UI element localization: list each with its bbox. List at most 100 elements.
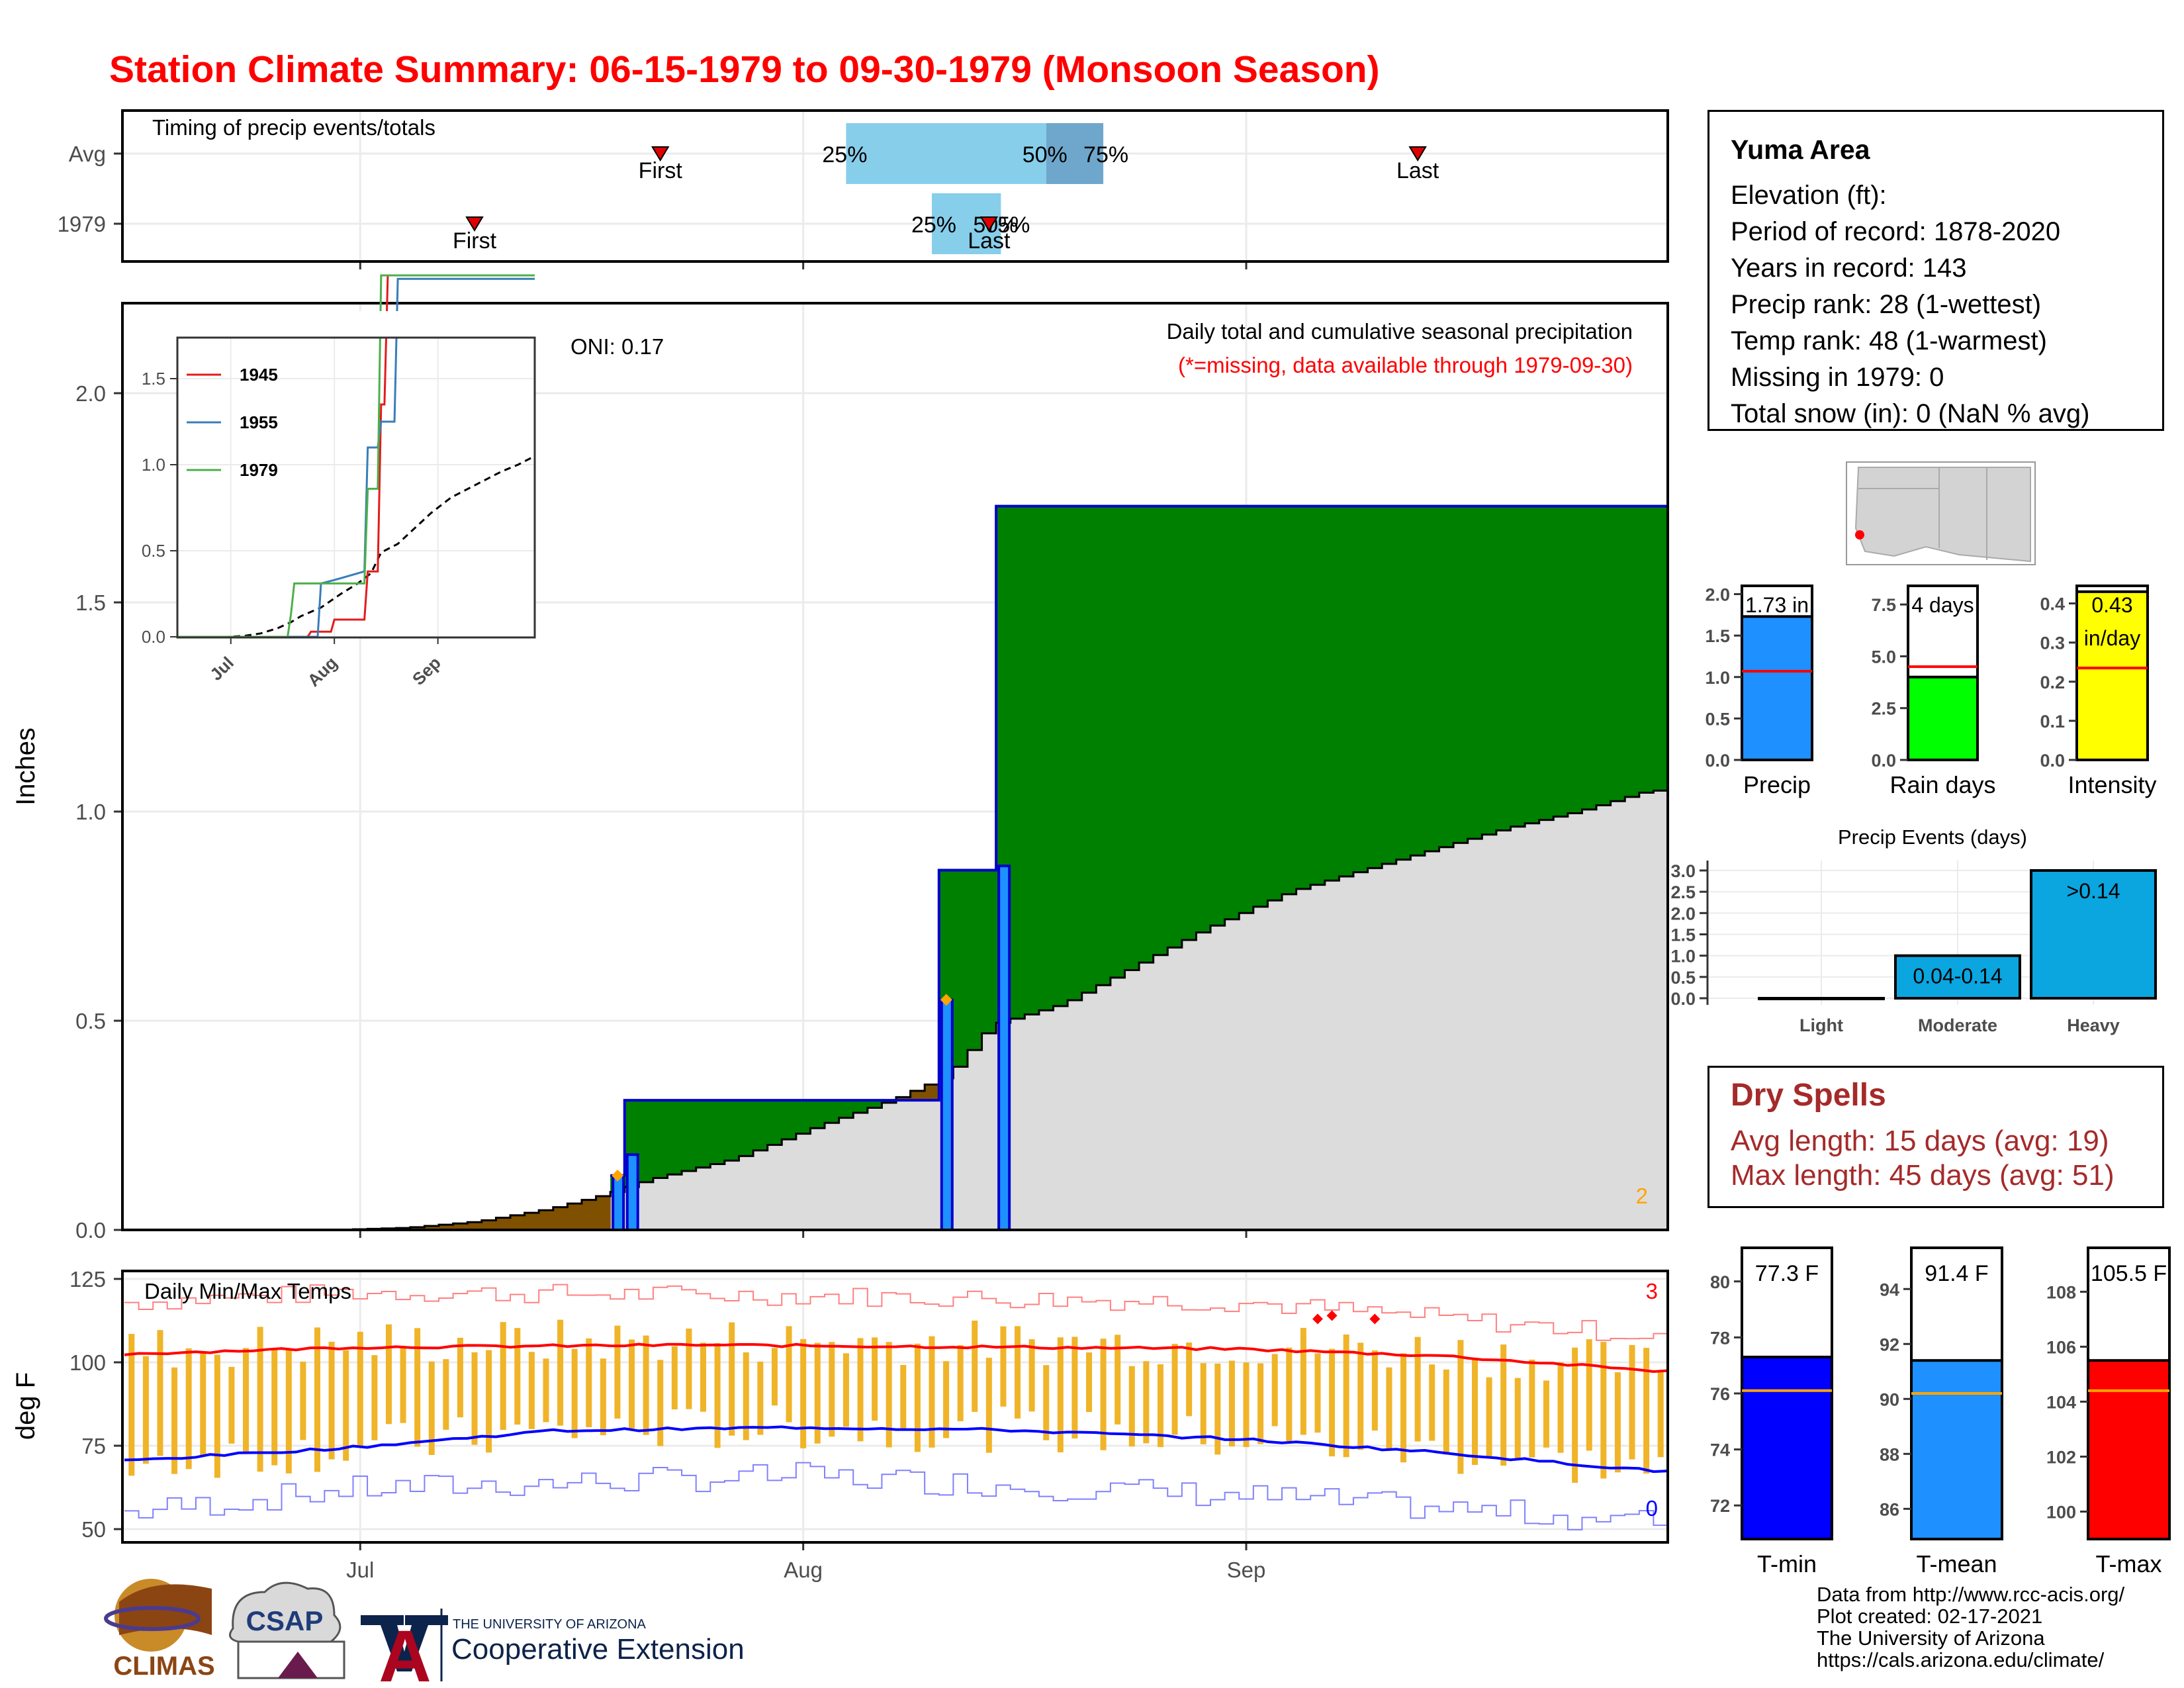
above-avg-area [1410, 506, 1426, 856]
temp-bar-fill [1741, 1356, 1833, 1540]
ua-logo-letter: A [379, 1616, 431, 1688]
daily-temp-bar [1386, 1367, 1392, 1449]
precip-event-tick: 2.0 [1670, 904, 1696, 923]
summary-tick-label: 0.2 [2040, 673, 2065, 692]
daily-temp-bar [400, 1348, 406, 1423]
above-avg-area [767, 1100, 782, 1145]
above-avg-area [1324, 506, 1340, 881]
csap-logo-box [237, 1640, 345, 1679]
daily-temp-bar [771, 1348, 778, 1406]
daily-temp-bar [842, 1353, 849, 1427]
summary-tick-label: 0.0 [1705, 751, 1730, 771]
above-avg-area [1610, 506, 1625, 802]
daily-temp-bar [943, 1361, 950, 1438]
below-avg-area [481, 1220, 497, 1230]
temp-y-tick: 75 [81, 1434, 106, 1458]
summary-tick-label: 0.3 [2040, 633, 2065, 653]
temp-bar-tick: 108 [2046, 1282, 2076, 1302]
above-avg-area [1625, 506, 1640, 797]
dry-spells-avg: Avg length: 15 days (avg: 19) [1731, 1125, 2109, 1157]
above-avg-area [967, 870, 983, 1051]
above-avg-area [1068, 506, 1083, 1001]
precip-event-bar-label: 0.04-0.14 [1913, 964, 2002, 988]
dry-spells-title: Dry Spells [1731, 1078, 1886, 1113]
daily-temp-bar [1000, 1326, 1007, 1407]
precip-event-tick: 0.5 [1670, 968, 1696, 988]
daily-temp-bar [557, 1319, 564, 1426]
above-avg-area [981, 870, 997, 1033]
summary-bar-label: Rain days [1889, 771, 1995, 798]
daily-precip-bar [612, 1174, 625, 1231]
daily-temp-bar [900, 1365, 907, 1429]
y-tick-label: 2.0 [75, 381, 106, 406]
above-avg-area [696, 1100, 711, 1168]
temp-bar-tick: 88 [1880, 1444, 1899, 1464]
daily-temp-bar [1143, 1361, 1150, 1444]
daily-temp-bar [228, 1366, 235, 1444]
below-avg-area [424, 1225, 439, 1230]
temp-bar-tick: 104 [2046, 1392, 2076, 1412]
summary-tick-label: 5.0 [1871, 647, 1896, 667]
precip-panel-label: Daily total and cumulative seasonal prec… [1167, 319, 1633, 344]
daily-temp-bar [1157, 1364, 1163, 1448]
ua-logo-back [361, 1615, 448, 1671]
daily-temp-bar [1271, 1354, 1278, 1427]
summary-tick-label: 1.5 [1705, 626, 1730, 646]
dry-spells-max: Max length: 45 days (avg: 51) [1731, 1159, 2115, 1192]
above-avg-area [1353, 506, 1369, 872]
x-tick-label: Jul [346, 1558, 374, 1582]
avg-first-marker [651, 146, 670, 162]
daily-precip-bar [625, 1153, 639, 1231]
last-label: Last [1396, 158, 1439, 183]
above-avg-area [682, 1100, 697, 1171]
daily-temp-bar [786, 1326, 792, 1423]
above-avg-area [1482, 506, 1497, 835]
timing-panel-border [121, 109, 1669, 263]
y-axis-label: Inches [11, 727, 40, 806]
inset-series-line [177, 274, 535, 638]
summary-bar-label: Precip [1743, 771, 1811, 798]
above-avg-area [1024, 506, 1040, 1015]
above-avg-area [1167, 506, 1183, 948]
daily-temp-bar [586, 1338, 592, 1427]
precip-event-bar [1894, 954, 2021, 1000]
daily-temp-bar [1614, 1372, 1621, 1473]
daily-temp-bar [1600, 1342, 1607, 1479]
temp-bar-label: T-max [2095, 1550, 2161, 1577]
precip-event-category: Heavy [2067, 1015, 2120, 1035]
daily-temp-bar [1300, 1328, 1306, 1435]
daily-temp-bar [1371, 1350, 1378, 1431]
temp-bar-tick: 80 [1710, 1272, 1730, 1292]
below-avg-area [496, 1217, 511, 1230]
daily-temp-bar [1429, 1364, 1435, 1441]
daily-temp-bar [1115, 1335, 1121, 1425]
station-line: Years in record: 143 [1731, 254, 1967, 283]
daily-temp-bar [972, 1320, 978, 1412]
summary-bar-fill [1907, 675, 1979, 761]
first-label: First [639, 158, 683, 183]
record-min-line [124, 1462, 1668, 1530]
y-tick-label: 1.5 [75, 590, 106, 615]
daily-precip-bar [940, 998, 954, 1232]
daily-temp-bar [514, 1328, 521, 1425]
summary-tick-label: 0.5 [1705, 709, 1730, 729]
above-avg-area [1196, 506, 1211, 933]
daily-temp-bar [1500, 1344, 1507, 1466]
daily-temp-bar [1472, 1358, 1478, 1466]
temp-panel-border [121, 1270, 1669, 1544]
normal-min-line [124, 1425, 1668, 1474]
daily-temp-bar [243, 1348, 250, 1452]
above-avg-area [1239, 506, 1254, 914]
daily-temp-bar [1400, 1353, 1407, 1463]
summary-bar-fill [2075, 590, 2149, 761]
below-avg-area [410, 1227, 426, 1230]
daily-temp-bar [1100, 1338, 1107, 1450]
legend-label: 1955 [240, 412, 278, 432]
daily-temp-bar [1357, 1342, 1364, 1450]
credit-line: The University of Arizona [1817, 1626, 2045, 1650]
daily-temp-bar [428, 1361, 435, 1455]
record-high-marker [1312, 1313, 1323, 1325]
daily-temp-bar [1629, 1344, 1635, 1460]
